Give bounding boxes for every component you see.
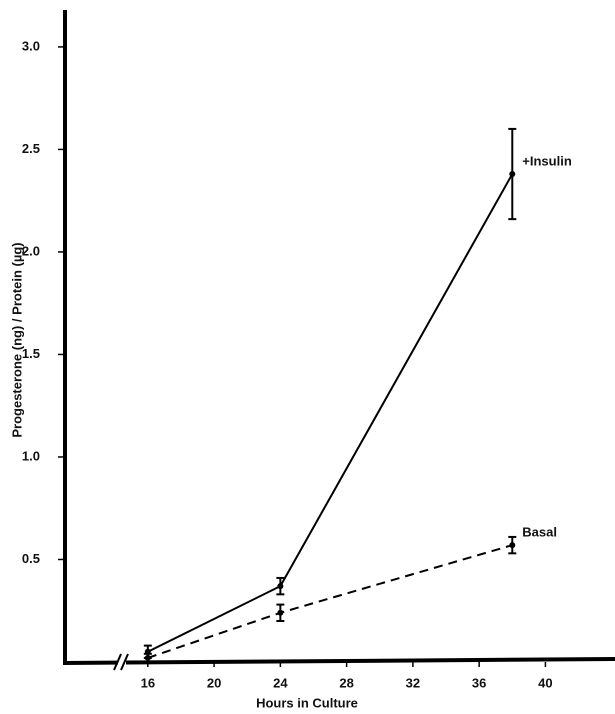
y-tick-label: 3.0 <box>22 38 40 53</box>
x-tick-label: 16 <box>141 675 155 690</box>
x-tick-label: 32 <box>406 675 420 690</box>
x-tick-label: 40 <box>538 675 552 690</box>
data-point <box>277 583 284 590</box>
data-point <box>277 609 284 616</box>
x-tick-label: 36 <box>472 675 486 690</box>
x-tick-label: 24 <box>273 675 288 690</box>
series-line <box>147 173 514 653</box>
data-point <box>144 654 151 661</box>
y-axis-title: Progesterone (ng) / Protein (µg) <box>9 242 24 437</box>
series-label: Basal <box>522 525 557 540</box>
x-tick-label: 28 <box>339 675 353 690</box>
series-label: +Insulin <box>522 153 572 168</box>
axis-break <box>113 652 129 672</box>
x-axis <box>62 657 615 665</box>
y-tick-label: 1.0 <box>22 448 40 463</box>
x-tick-label: 20 <box>207 675 221 690</box>
data-point <box>509 171 516 178</box>
y-tick-label: 0.5 <box>22 551 40 566</box>
y-tick-label: 2.0 <box>22 243 40 258</box>
x-axis-title: Hours in Culture <box>256 695 358 710</box>
series-line <box>147 544 513 659</box>
data-point <box>509 542 516 549</box>
y-tick-label: 2.5 <box>22 141 40 156</box>
y-tick-label: 1.5 <box>22 346 40 361</box>
